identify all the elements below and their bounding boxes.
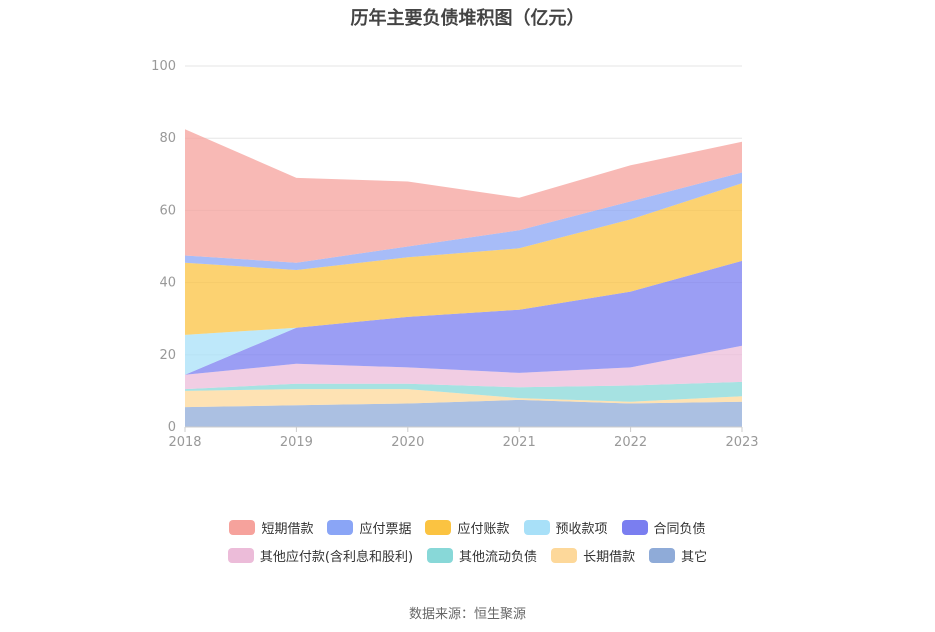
legend-swatch — [227, 548, 254, 563]
legend-item[interactable]: 其他应付款(含利息和股利) — [227, 546, 414, 565]
x-tick-label: 2020 — [391, 435, 424, 450]
legend-item[interactable]: 其它 — [649, 546, 707, 565]
series-area — [185, 172, 742, 270]
series-area — [185, 399, 742, 427]
legend-swatch — [425, 520, 452, 535]
stacked-area-chart: 0 20 40 60 80 100 2018 2019 2020 2021 2022 2023 — [151, 59, 758, 450]
legend-item[interactable]: 合同负债 — [621, 518, 706, 537]
legend-swatch — [551, 548, 578, 563]
legend-label: 其他流动负债 — [459, 550, 538, 565]
y-tick-label: 100 — [151, 59, 176, 74]
legend-label: 应付票据 — [359, 522, 412, 537]
axes: 0 20 40 60 80 100 2018 2019 2020 2021 2022 2023 — [151, 59, 758, 450]
x-tick-label: 2019 — [280, 435, 313, 450]
legend-label: 合同负债 — [653, 522, 706, 537]
legend-label: 其它 — [681, 550, 708, 565]
series-area — [185, 260, 742, 375]
legend-item[interactable]: 预收款项 — [523, 518, 608, 537]
legend-swatch — [649, 548, 676, 563]
x-tick-label: 2023 — [725, 435, 758, 450]
x-tick-label: 2018 — [168, 435, 201, 450]
legend-swatch — [523, 520, 550, 535]
series-area — [185, 381, 742, 402]
legend-label: 预收款项 — [555, 522, 608, 537]
legend-item[interactable]: 长期借款 — [551, 546, 635, 565]
legend-swatch — [427, 548, 454, 563]
legend: 短期借款 应付票据 应付账款 预收款项 合同负债 其他应付款(含利息和股利) 其他流动负债… — [0, 518, 935, 565]
y-tick-label: 60 — [159, 203, 176, 218]
chart-title: 历年主要负债堆积图（亿元） — [350, 8, 585, 29]
legend-item[interactable]: 应付账款 — [425, 518, 510, 537]
y-tick-label: 20 — [159, 348, 176, 363]
y-tick-label: 80 — [159, 131, 176, 146]
legend-label: 其他应付款(含利息和股利) — [259, 550, 414, 565]
legend-row: 其他应付款(含利息和股利) 其他流动负债 长期借款 其它 — [227, 546, 707, 565]
series-area — [185, 183, 742, 335]
y-tick-label: 0 — [168, 420, 176, 435]
legend-item[interactable]: 短期借款 — [229, 518, 313, 537]
series-areas — [185, 129, 742, 427]
x-tick-label: 2021 — [503, 435, 536, 450]
legend-label: 短期借款 — [261, 522, 314, 537]
series-area — [185, 345, 742, 390]
series-area — [185, 129, 742, 263]
legend-swatch — [327, 520, 354, 535]
x-tick-label: 2022 — [614, 435, 647, 450]
series-area — [185, 389, 742, 408]
y-tick-label: 40 — [159, 276, 176, 291]
data-source: 数据来源：恒生聚源 — [408, 607, 526, 622]
legend-label: 应付账款 — [457, 522, 510, 537]
legend-item[interactable]: 其他流动负债 — [427, 546, 537, 565]
legend-label: 长期借款 — [583, 550, 636, 565]
legend-swatch — [229, 520, 256, 535]
legend-item[interactable]: 应付票据 — [327, 518, 411, 537]
legend-swatch — [621, 520, 648, 535]
legend-row: 短期借款 应付票据 应付账款 预收款项 合同负债 — [229, 518, 706, 537]
